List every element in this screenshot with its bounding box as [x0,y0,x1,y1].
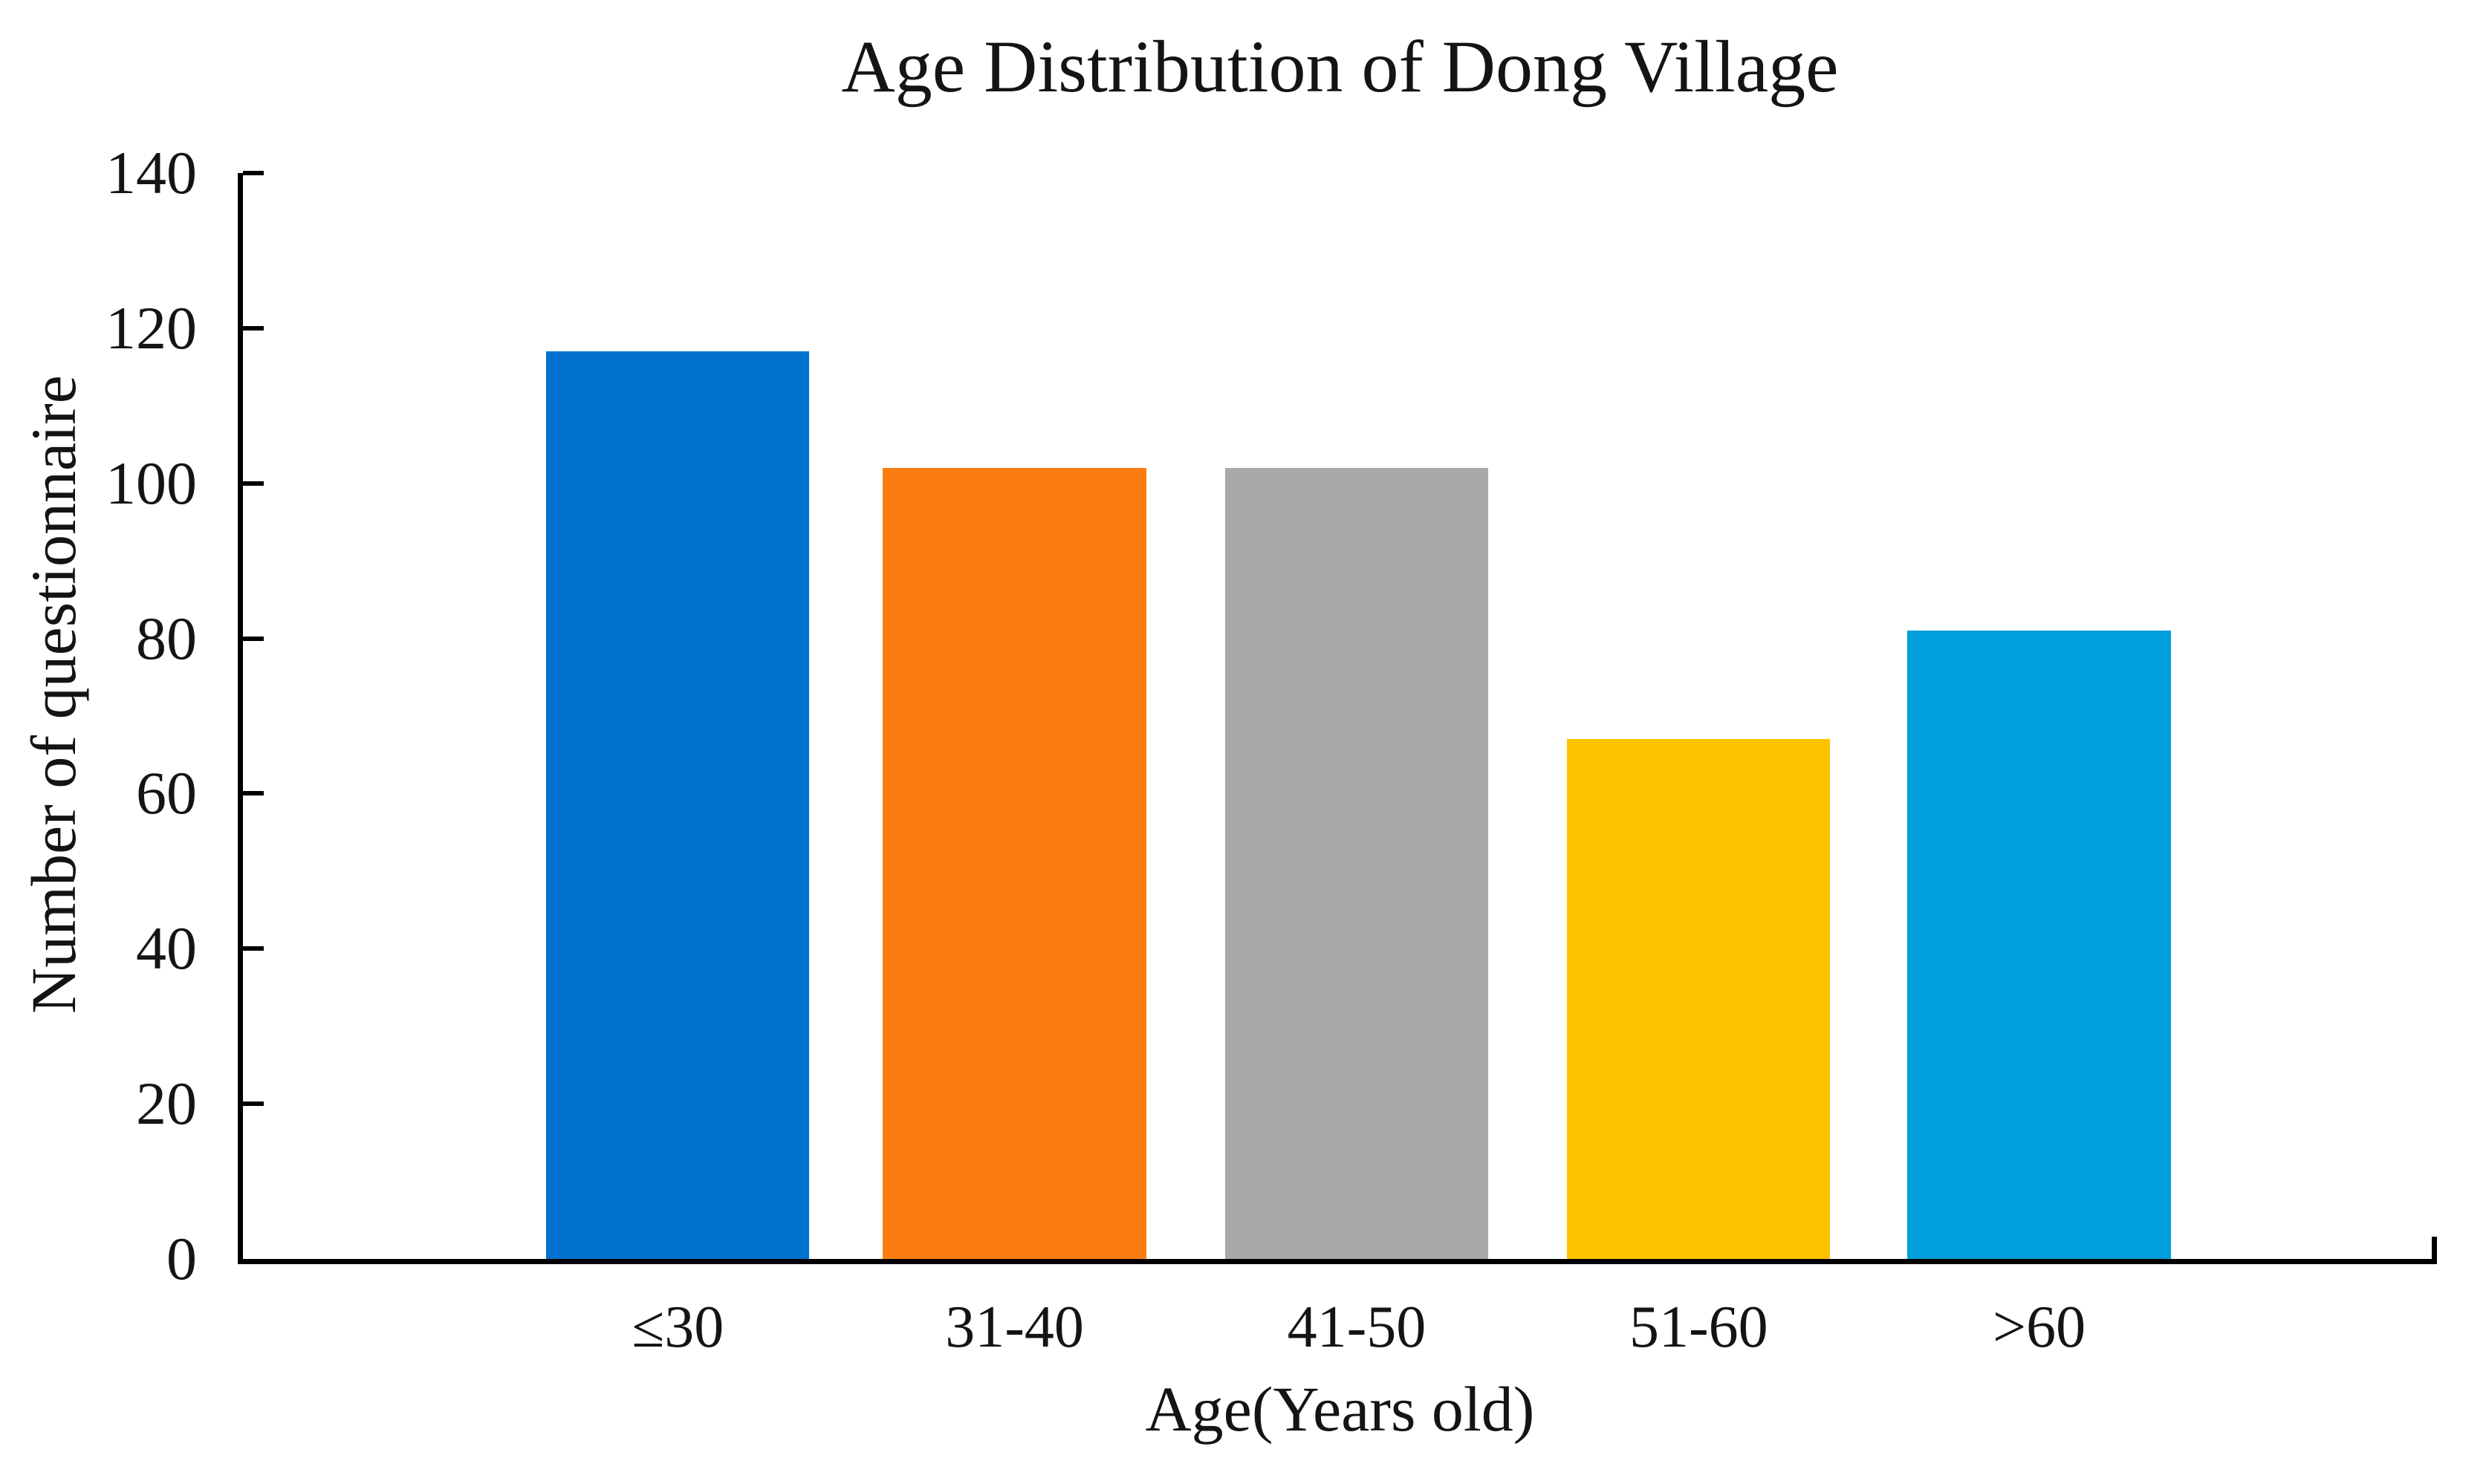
bar-0 [546,351,810,1259]
plot-area: Age Distribution of Dong Village Number … [18,25,2437,1445]
x-tick-label: 31-40 [945,1295,1084,1360]
y-tick-label: 20 [136,1070,197,1138]
y-tick-mark [243,325,264,331]
y-tick-label: 120 [106,293,197,362]
y-tick-mark [243,1101,264,1107]
bar-3 [1567,739,1831,1259]
y-tick-label: 60 [136,759,197,827]
x-tick-label: ≤30 [632,1295,724,1360]
bar-1 [883,467,1146,1259]
y-tick-label: 140 [106,139,197,206]
x-tick-label: 51-60 [1629,1295,1768,1360]
chart-title: Age Distribution of Dong Village [841,25,1839,108]
y-tick-mark [243,791,264,796]
x-tick-label: >60 [1993,1295,2086,1360]
x-axis-end-tick [2432,1237,2437,1259]
x-axis-title: Age(Years old) [1145,1373,1535,1445]
x-tick-label: 41-50 [1287,1295,1427,1360]
y-tick-label: 80 [136,604,197,672]
y-axis-title: Number of questionnaire [18,374,89,1014]
y-tick-label: 40 [136,914,197,983]
y-tick-mark [243,946,264,951]
bar-2 [1224,467,1489,1259]
y-tick-mark [243,636,264,641]
y-tick-mark [243,481,264,486]
bar-4 [1907,631,2171,1259]
y-tick-label: 0 [166,1225,197,1292]
y-tick-mark [243,171,264,175]
y-tick-label: 100 [106,449,197,517]
